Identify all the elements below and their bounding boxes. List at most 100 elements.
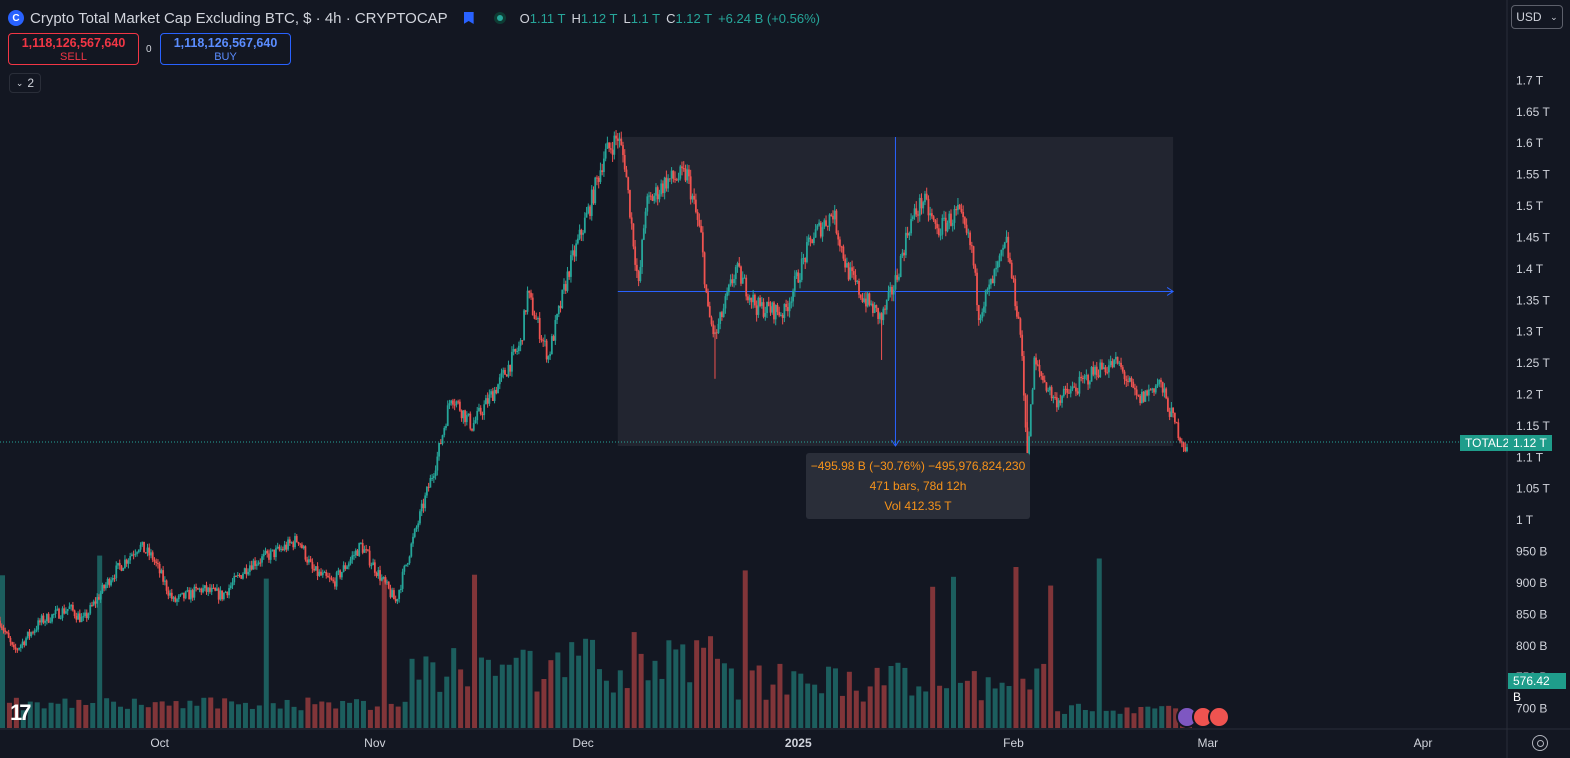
volume-bar — [409, 658, 415, 728]
events-markers[interactable] — [1176, 706, 1230, 728]
price-axis-label: 1.2 T — [1516, 387, 1544, 401]
currency-select[interactable]: USD ⌄ — [1511, 5, 1563, 29]
candle-body — [677, 178, 680, 181]
candle-body — [828, 214, 831, 227]
ohlc-key: O — [519, 10, 530, 26]
candle-body — [1186, 447, 1188, 452]
volume-bar — [381, 577, 387, 728]
gear-icon[interactable] — [1532, 735, 1548, 751]
candle-body — [887, 291, 890, 300]
candle-body — [16, 649, 19, 651]
candle-body — [776, 304, 779, 313]
candle-body — [432, 476, 435, 478]
candle-body — [59, 617, 62, 619]
candle-body — [884, 308, 886, 310]
volume-bar — [527, 650, 533, 728]
volume-bar — [812, 684, 818, 728]
volume-bar — [624, 688, 630, 728]
candle-body — [877, 307, 880, 319]
candle-body — [965, 224, 968, 233]
candle-body — [261, 556, 263, 563]
candle-body — [429, 478, 432, 488]
buy-button[interactable]: 1,118,126,567,640 BUY — [160, 33, 291, 65]
measure-arrow-icon — [1166, 287, 1175, 296]
candle-body — [689, 176, 692, 200]
candle-body — [1139, 395, 1142, 403]
candle-body — [92, 601, 95, 606]
volume-bar — [583, 638, 589, 728]
candle-body — [627, 177, 630, 191]
candle-body — [228, 588, 230, 596]
market-status-icon[interactable] — [493, 12, 506, 24]
candle-body — [476, 410, 479, 421]
tradingview-logo-icon[interactable]: 17 — [10, 700, 32, 725]
volume-bar — [1103, 710, 1109, 728]
volume-bar — [1138, 706, 1144, 728]
candle-body — [839, 239, 841, 247]
candle-body — [250, 565, 253, 570]
candle-body — [18, 648, 20, 650]
candle-body — [127, 560, 130, 564]
candle-body — [368, 550, 371, 566]
candle-body — [1078, 376, 1081, 394]
candle-body — [464, 410, 466, 423]
candle-body — [1163, 388, 1166, 393]
measure-tool[interactable] — [617, 136, 1175, 447]
volume-bar — [576, 655, 582, 728]
candle-body — [302, 546, 305, 549]
candle-body — [224, 591, 227, 593]
candle-body — [394, 599, 397, 602]
ohlc-values: O1.11 T H1.12 T L1.1 T C1.12 T +6.24 B (… — [520, 11, 820, 26]
indicators-toggle-button[interactable]: ⌄ 2 — [9, 73, 41, 93]
candle-body — [599, 170, 602, 182]
sell-label: SELL — [60, 51, 87, 63]
us-flag-event-icon[interactable] — [1208, 706, 1230, 728]
time-axis-label: Nov — [364, 736, 385, 750]
ohlc-value: 1.12 T — [580, 10, 618, 26]
candle-body — [963, 217, 966, 225]
flag-icon[interactable] — [463, 12, 474, 24]
candle-body — [170, 592, 173, 599]
volume-bar — [1006, 686, 1012, 728]
candle-body — [1132, 381, 1135, 388]
candle-body — [436, 456, 439, 471]
candle-body — [1121, 367, 1124, 372]
price-axis-label: 850 B — [1516, 607, 1547, 621]
candle-body — [668, 178, 671, 180]
candle-body — [380, 577, 383, 581]
volume-bar — [805, 683, 811, 728]
volume-bar — [853, 690, 859, 728]
sell-button[interactable]: 1,118,126,567,640 SELL — [8, 33, 139, 65]
candle-body — [936, 223, 939, 229]
candle-body — [908, 233, 911, 236]
volume-bar — [6, 702, 12, 728]
volume-bar — [291, 706, 297, 728]
ohlc-value: 1.11 T — [529, 10, 566, 26]
candle-body — [760, 302, 763, 306]
volume-bar — [846, 671, 852, 728]
candle-body — [1156, 384, 1159, 386]
candle-body — [609, 148, 612, 150]
chart-title[interactable]: Crypto Total Market Cap Excluding BTC, $… — [30, 9, 448, 27]
candle-body — [701, 232, 704, 253]
candle-body — [771, 302, 774, 313]
candle-body — [342, 565, 345, 573]
candle-body — [30, 632, 33, 637]
ohlc-key: H — [571, 10, 581, 26]
volume-bar — [437, 691, 443, 728]
candle-body — [721, 312, 723, 318]
candle-body — [1069, 389, 1072, 394]
candle-body — [1092, 367, 1095, 375]
candle-body — [656, 187, 659, 200]
candle-body — [51, 614, 53, 622]
volume-bar — [964, 680, 970, 728]
candle-body — [413, 528, 416, 537]
volume-bar — [819, 693, 825, 728]
candle-body — [922, 202, 925, 209]
time-axis[interactable]: Oct Nov Dec 2025 Feb Mar Apr — [150, 736, 1432, 750]
candle-body — [960, 208, 963, 212]
candle-body — [360, 543, 362, 545]
candle-body — [290, 542, 293, 544]
volume-bar — [416, 679, 422, 728]
